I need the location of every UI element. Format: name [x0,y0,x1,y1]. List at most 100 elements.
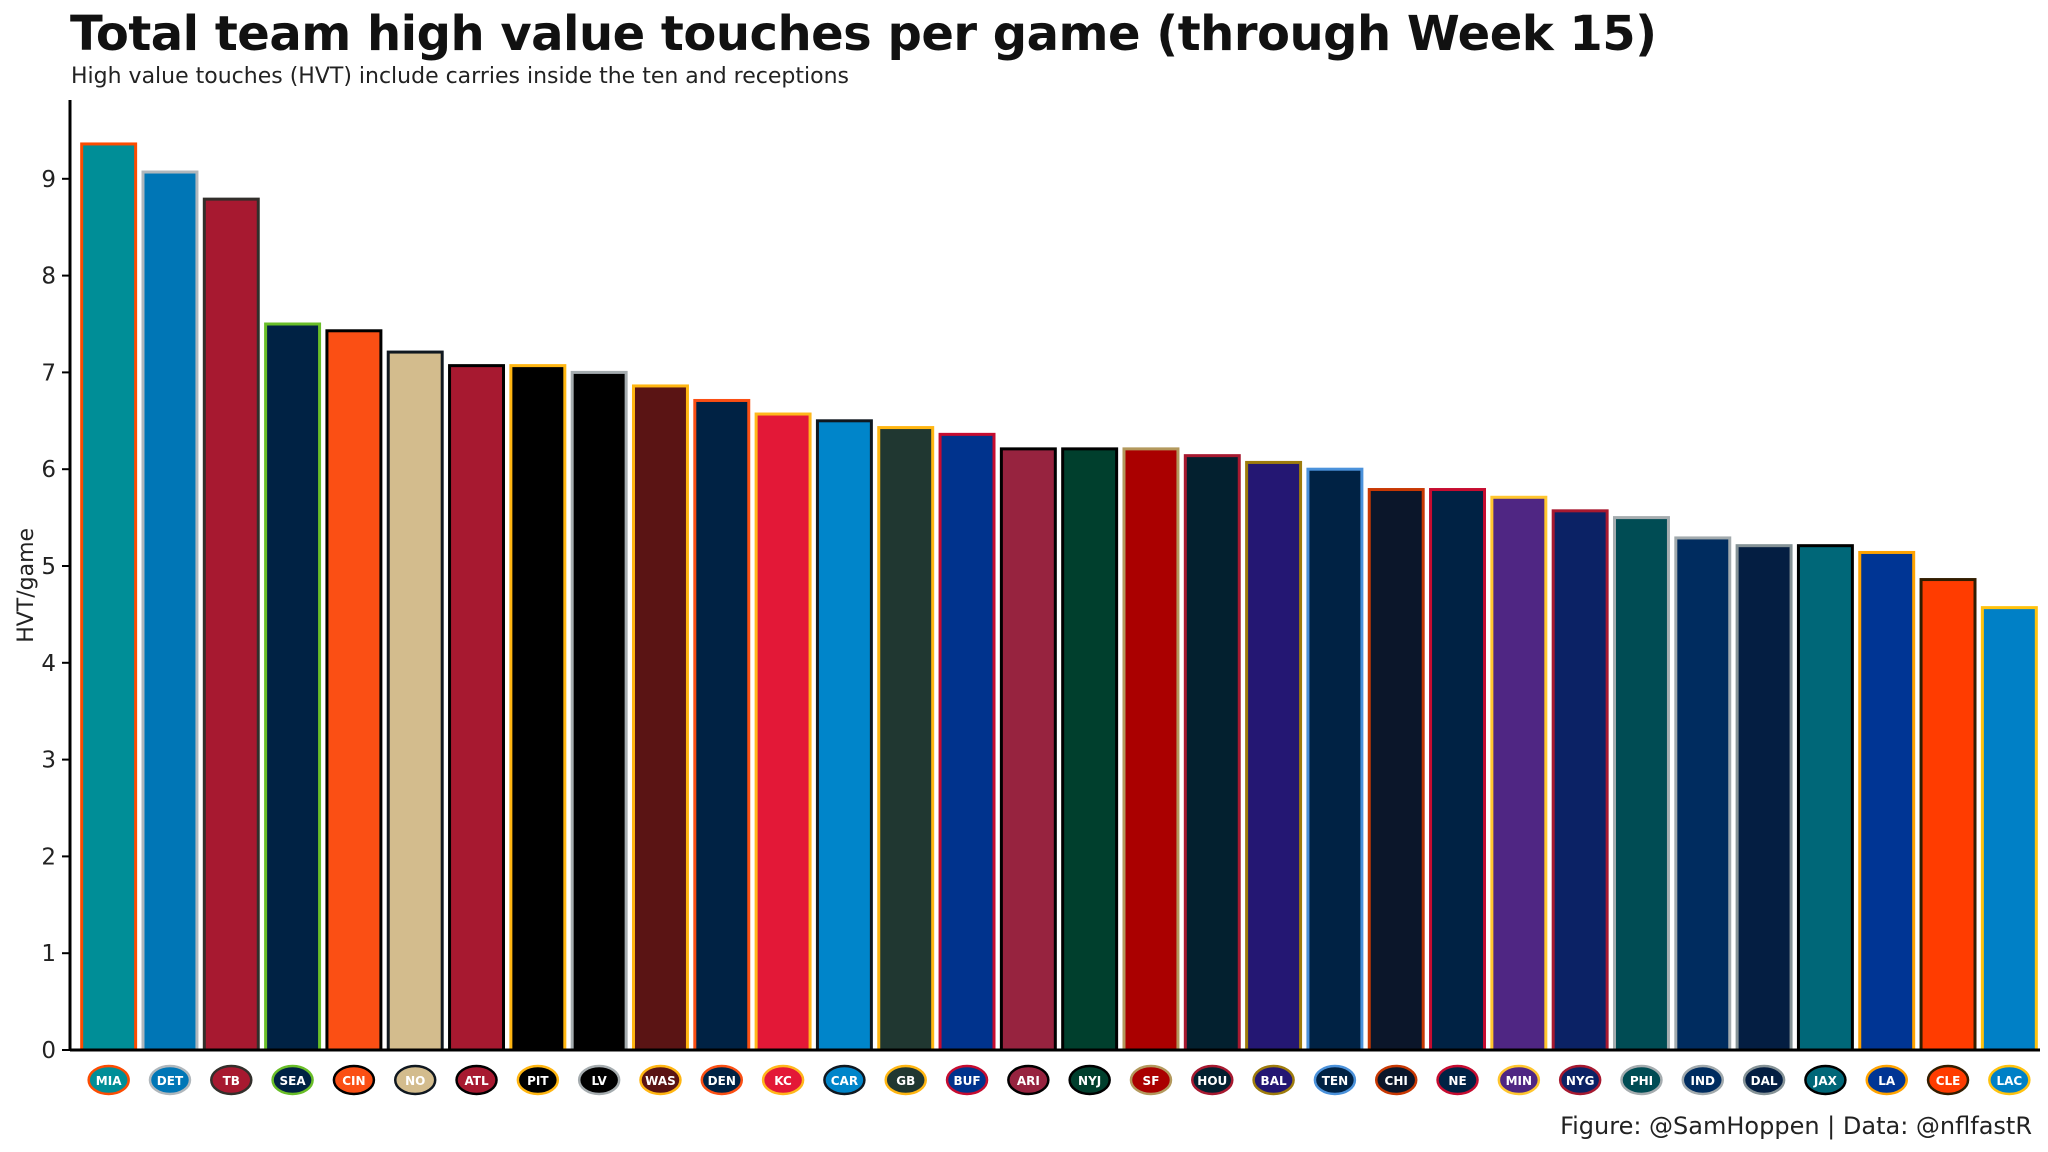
logo-badge [1558,1064,1602,1096]
falcons-logo-icon: ATL [455,1064,498,1096]
jaguars-logo-icon: JAX [1804,1064,1847,1096]
logo-badge [884,1064,927,1096]
bar-no [386,350,444,1052]
bar-jax [1796,544,1854,1052]
giants-logo-icon: NYG [1558,1064,1602,1096]
bar-tb [202,197,260,1052]
y-tick-label: 4 [41,651,56,677]
y-tick-label: 7 [41,360,56,386]
team-logos: MIA DET TB SEA CIN NO ATL PIT LV WAS DEN KC CAR GB BUF… [87,1064,2031,1096]
bengals-logo-icon: CIN [332,1064,376,1096]
y-tick-label: 8 [41,264,56,290]
logo-badge [1436,1064,1479,1096]
logo-abbrev: JAX [1813,1074,1838,1088]
bars [80,142,2038,1052]
bar-pit [509,364,567,1052]
logo-badge [210,1064,253,1096]
bar-ind [1674,536,1732,1052]
chiefs-logo-icon: KC [761,1064,805,1096]
dolphins-logo-icon: MIA [87,1064,130,1096]
logo-abbrev: MIA [96,1074,122,1088]
cardinals-logo-icon: ARI [1007,1064,1050,1096]
patriots-logo-icon: NE [1436,1064,1479,1096]
logo-abbrev: HOU [1197,1074,1227,1088]
y-axis-label: HVT/game [14,528,39,643]
logo-abbrev: PIT [527,1074,549,1088]
logo-badge [1804,1064,1847,1096]
logo-abbrev: NYG [1566,1074,1595,1088]
logo-abbrev: PHI [1630,1074,1653,1088]
logo-badge [1129,1064,1173,1096]
y-tick-label: 5 [41,554,56,580]
saints-logo-icon: NO [393,1064,437,1096]
raiders-logo-icon: LV [577,1064,621,1096]
logo-abbrev: SF [1143,1074,1160,1088]
bar-den [693,398,751,1052]
logo-badge [1191,1064,1234,1096]
titans-logo-icon: TEN [1313,1064,1357,1096]
axis-lines [68,100,2040,1052]
logo-abbrev: DAL [1751,1074,1778,1088]
logo-badge [761,1064,805,1096]
bar-hou [1183,454,1241,1052]
logo-badge [639,1064,682,1096]
logo-abbrev: GB [896,1074,915,1088]
chart-title: Total team high value touches per game (… [70,6,1657,62]
logo-abbrev: NYJ [1078,1074,1101,1088]
bar-det [141,170,199,1052]
logo-abbrev: MIN [1506,1074,1532,1088]
bar-gb [877,426,935,1052]
logo-badge [1988,1064,2031,1096]
logo-badge [1313,1064,1357,1096]
logo-abbrev: TEN [1322,1074,1348,1088]
eagles-logo-icon: PHI [1620,1064,1663,1096]
logo-abbrev: NO [405,1074,425,1088]
steelers-logo-icon: PIT [516,1064,560,1096]
commanders-logo-icon: WAS [639,1064,682,1096]
logo-abbrev: BAL [1261,1074,1287,1088]
bar-min [1490,495,1548,1052]
y-tick-label: 3 [41,748,56,774]
colts-logo-icon: IND [1681,1064,1725,1096]
logo-badge [148,1064,192,1096]
logo-abbrev: TB [223,1074,240,1088]
buccaneers-logo-icon: TB [210,1064,253,1096]
logo-abbrev: SEA [280,1074,307,1088]
logo-badge [1497,1064,1541,1096]
logo-badge [516,1064,560,1096]
logo-abbrev: DEN [708,1074,736,1088]
logo-abbrev: DET [157,1074,184,1088]
logo-badge [1742,1064,1786,1096]
logo-abbrev: CLE [1936,1074,1961,1088]
broncos-logo-icon: DEN [700,1064,744,1096]
bar-nyj [1061,447,1119,1052]
logo-badge [455,1064,498,1096]
logo-abbrev: LAC [1996,1074,2022,1088]
bar-mia [80,142,138,1052]
bar-ne [1429,488,1487,1052]
y-tick-label: 2 [41,844,56,870]
logo-abbrev: IND [1691,1074,1716,1088]
y-tick-label: 0 [41,1038,56,1064]
browns-logo-icon: CLE [1926,1064,1970,1096]
rams-logo-icon: LA [1865,1064,1908,1096]
packers-logo-icon: GB [884,1064,927,1096]
logo-abbrev: LV [592,1074,608,1088]
logo-badge [1252,1064,1295,1096]
logo-badge [1865,1064,1908,1096]
texans-logo-icon: HOU [1191,1064,1234,1096]
bar-buf [938,432,996,1052]
seahawks-logo-icon: SEA [271,1064,314,1096]
logo-abbrev: WAS [645,1074,676,1088]
logo-badge [1620,1064,1663,1096]
logo-badge [1374,1064,1418,1096]
jets-logo-icon: NYJ [1068,1064,1111,1096]
logo-badge [271,1064,314,1096]
logo-badge [577,1064,621,1096]
bears-logo-icon: CHI [1374,1064,1418,1096]
bar-dal [1735,544,1793,1052]
bar-cin [325,329,383,1052]
bar-ari [999,447,1057,1052]
y-tick-label: 1 [41,941,56,967]
